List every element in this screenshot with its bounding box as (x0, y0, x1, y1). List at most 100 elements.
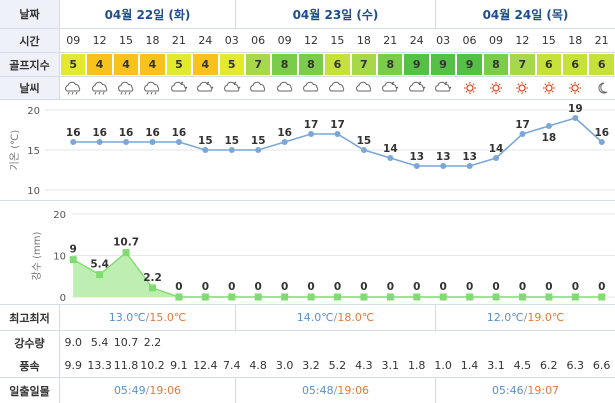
precipitation-label: 0 (413, 281, 420, 293)
y-tick-label: 20 (27, 106, 40, 117)
temperature-point (202, 147, 209, 153)
precip-cell: 2.2 (143, 336, 162, 349)
temperature-label: 18 (542, 132, 557, 144)
temperature-point (360, 147, 367, 153)
weather-cell (192, 77, 218, 99)
temperature-label: 17 (515, 119, 530, 131)
wind-cell: 3.1 (487, 359, 505, 372)
min-temp: 14.0℃ (296, 311, 334, 324)
y-tick-label: 0 (60, 293, 66, 304)
time-cell: 09 (277, 34, 292, 47)
sun-icon (542, 82, 555, 94)
golf-index-cell: 5 (166, 54, 192, 75)
precipitation-label: 0 (440, 281, 447, 293)
precipitation-point (122, 249, 130, 257)
temperature-point (598, 139, 605, 145)
wind-cell: 6.3 (566, 359, 584, 372)
wind-cell: 4.5 (513, 359, 532, 372)
golf-index-cell: 8 (378, 54, 403, 75)
sun-row: 일출일몰 05:49/19:06 05:48/19:06 05:46/19:07 (0, 378, 615, 403)
wind-cell: 10.2 (140, 359, 165, 372)
time-cell: 03 (436, 34, 451, 47)
temperature-point (545, 123, 552, 129)
weather-cell (60, 77, 86, 99)
cloud-icon (250, 81, 266, 92)
wind-cell: 4.8 (249, 359, 267, 372)
temperature-label: 14 (383, 143, 398, 155)
precipitation-label: 0 (545, 281, 552, 293)
precip-cell (509, 331, 535, 354)
weather-cell (245, 77, 271, 99)
temperature-point (466, 163, 473, 169)
time-cell: 18 (568, 34, 583, 47)
time-cell: 12 (304, 34, 318, 47)
precip-row: 강수량 9.0 5.4 10.7 2.2 (0, 331, 615, 354)
temperature-point (70, 139, 77, 145)
precipitation-point (571, 293, 579, 301)
precipitation-point (545, 293, 553, 301)
golf-index-cell: 9 (404, 54, 429, 75)
precip-cell (430, 331, 456, 354)
precip-cell (536, 331, 562, 354)
moon-icon (598, 82, 607, 94)
golf-index-cell: 6 (589, 54, 614, 75)
precip-cell (403, 331, 429, 354)
time-cell: 18 (356, 34, 371, 47)
precipitation-point (254, 293, 262, 301)
precipitation-point (360, 293, 368, 301)
weather-label: 날씨 (0, 77, 60, 99)
golf-index-cell: 6 (325, 54, 350, 75)
temperature-point (334, 131, 341, 137)
sunrise-time: 05:48 (301, 384, 334, 397)
weather-cell (377, 77, 403, 99)
time-cell: 15 (119, 34, 134, 47)
golf-index-cell: 6 (563, 54, 588, 75)
precipitation-label: 0 (175, 281, 182, 293)
cloud-moon-icon (170, 81, 188, 92)
time-cell: 15 (541, 34, 556, 47)
wind-cell: 7.4 (222, 359, 241, 372)
precip-cell (562, 331, 588, 354)
golf-index-cell: 4 (113, 54, 139, 75)
precipitation-point (228, 293, 236, 301)
precipitation-chart: 0 10 20 강수 (mm) 9 5.4 10.7 2.2 0 0 0 0 0 0 0 0 0 0 0 0 0 0 0 0 0 (31, 210, 615, 304)
time-cell: 12 (515, 34, 530, 47)
time-cell: 24 (409, 34, 424, 47)
golf-index-cell: 9 (430, 54, 456, 75)
precipitation-label: 0 (492, 281, 499, 293)
cloud-moon-icon (435, 81, 452, 92)
time-cell: 06 (251, 34, 266, 47)
sun-icon (489, 82, 502, 94)
temperature-label: 16 (145, 127, 160, 139)
temperature-point (440, 163, 447, 169)
cloud-moon-icon (408, 81, 426, 92)
wind-cell: 9.1 (170, 359, 188, 372)
weather-cell (324, 77, 350, 99)
precipitation-point (386, 293, 394, 301)
precipitation-point (413, 293, 421, 301)
golf-index-cell: 7 (510, 54, 535, 75)
wind-cell: 3.0 (275, 359, 294, 372)
temperature-point (308, 131, 315, 137)
precip-cell (377, 331, 403, 354)
time-row: 시간 09 12 15 18 21 24 03 06 09 12 15 18 21 24 03 06 09 12 1… (0, 29, 615, 52)
wind-cell: 4.3 (355, 359, 373, 372)
precipitation-point (334, 293, 341, 301)
precipitation-label: 0 (334, 281, 341, 293)
day-title: 04월 23일 (수) (235, 0, 435, 28)
wind-cell: 12.4 (193, 359, 218, 372)
temperature-point (96, 139, 103, 145)
weather-cell (271, 77, 297, 99)
temperature-point (149, 139, 156, 145)
temperature-label: 16 (172, 127, 187, 139)
precip-cell (351, 331, 377, 354)
sun-label: 일출일몰 (0, 378, 60, 403)
golf-index-cell: 8 (483, 54, 509, 75)
y-axis-label: 강수 (mm) (31, 231, 43, 280)
y-tick-label: 10 (53, 252, 66, 263)
precipitation-point (466, 293, 474, 301)
temperature-label: 17 (304, 119, 319, 131)
precip-cell (192, 331, 218, 354)
golf-index-label: 골프지수 (0, 53, 60, 76)
minmax-row: 최고최저 13.0℃/15.0℃ 14.0℃/18.0℃ 12.0℃/19.0℃ (0, 305, 615, 330)
